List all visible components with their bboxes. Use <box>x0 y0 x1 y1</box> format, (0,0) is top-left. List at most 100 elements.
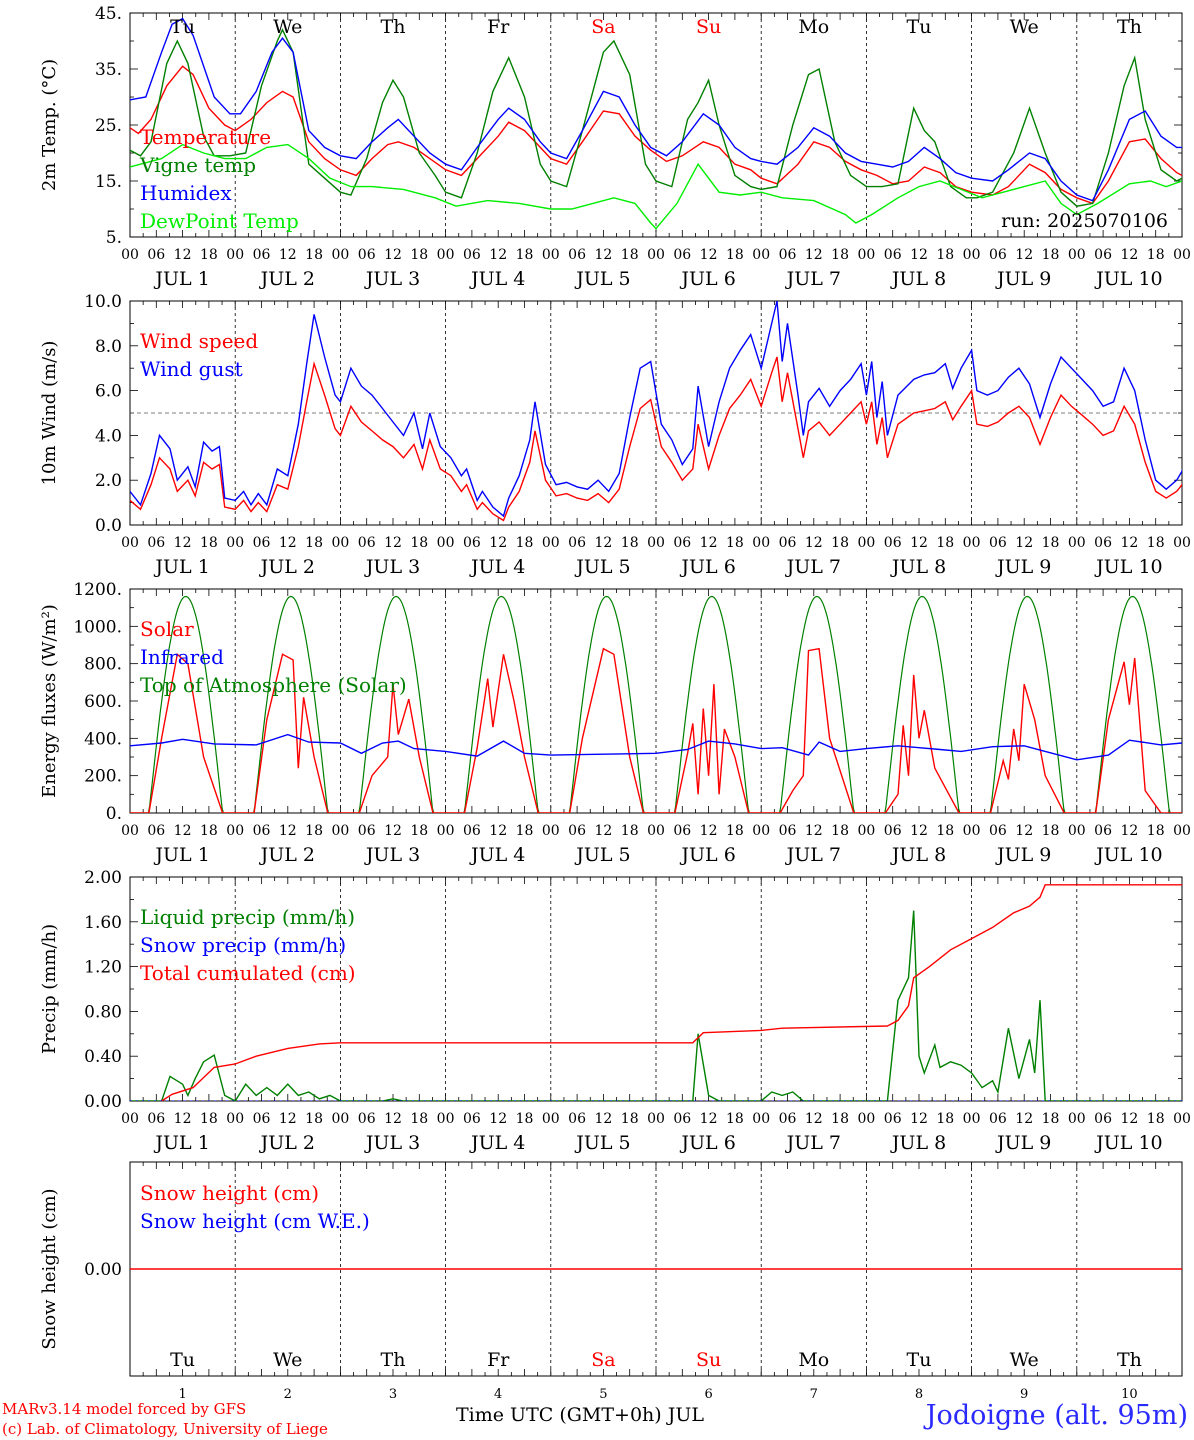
x-date-label: JUL 8 <box>890 1132 946 1154</box>
x-hour-label: 12 <box>384 535 402 551</box>
x-hour-label: 12 <box>1120 1111 1138 1127</box>
x-hour-label: 12 <box>910 535 928 551</box>
x-hour-label: 06 <box>358 247 376 263</box>
panel-4: 0.00 0.40 0.80 1.20 1.60 2.00 Precip (mm/h) Liq… <box>39 868 1191 1154</box>
x-hour-label: 00 <box>437 1111 455 1127</box>
day-name-top: We <box>273 16 302 38</box>
y-tick-label: 1.20 <box>84 958 122 978</box>
x-hour-label: 00 <box>331 535 349 551</box>
day-name-top: Sa <box>591 16 615 38</box>
x-date-label: JUL 1 <box>153 844 209 866</box>
x-hour-label: 06 <box>253 535 271 551</box>
x-hour-label: 00 <box>963 1111 981 1127</box>
x-hour-label: 06 <box>253 823 271 839</box>
x-hour-label: 12 <box>700 823 718 839</box>
day-name-top: Th <box>381 16 406 38</box>
x-date-label: JUL 5 <box>574 844 630 866</box>
x-hour-label: 18 <box>1042 535 1060 551</box>
x-hour-label: 12 <box>910 823 928 839</box>
x-hour-label: 18 <box>831 823 849 839</box>
x-hour-label: 18 <box>1147 1111 1165 1127</box>
legend-item: DewPoint Temp <box>140 209 299 233</box>
x-hour-label: 18 <box>726 823 744 839</box>
x-hour-label: 12 <box>174 535 192 551</box>
panel-2: 0.0 2.0 4.0 6.0 8.0 10.0 10m Wind (m/s) Wind sp… <box>39 292 1191 578</box>
x-hour-label: 00 <box>963 823 981 839</box>
x-hour-label: 18 <box>831 1111 849 1127</box>
x-hour-label: 00 <box>1068 823 1086 839</box>
x-hour-label: 06 <box>884 823 902 839</box>
x-date-label: JUL 2 <box>259 844 315 866</box>
x-date-label: JUL 8 <box>890 844 946 866</box>
x-hour-label: 00 <box>437 247 455 263</box>
x-hour-label: 12 <box>174 1111 192 1127</box>
legend-item: Snow height (cm W.E.) <box>140 1209 370 1233</box>
x-date-label: JUL 6 <box>679 1132 735 1154</box>
x-date-label: JUL 5 <box>574 268 630 290</box>
x-hour-label: 00 <box>226 1111 244 1127</box>
y-axis-title: Energy fluxes (W/m²) <box>39 604 60 798</box>
series-humidex <box>130 17 1182 202</box>
y-tick-label: 200. <box>84 767 122 787</box>
y-tick-label: 35. <box>95 60 122 80</box>
x-date-label: JUL 3 <box>364 268 420 290</box>
x-hour-label: 18 <box>516 247 534 263</box>
x-hour-label: 12 <box>279 535 297 551</box>
series-infrared <box>130 733 1182 761</box>
x-hour-label: 12 <box>279 1111 297 1127</box>
y-axis-title: 2m Temp. (°C) <box>39 59 60 191</box>
x-hour-label: 06 <box>779 535 797 551</box>
x-hour-label: 00 <box>752 1111 770 1127</box>
y-tick-label: 1000. <box>73 617 122 637</box>
x-hour-label: 18 <box>1147 823 1165 839</box>
x-date-label: JUL 5 <box>574 556 630 578</box>
x-hour-label: 12 <box>1015 823 1033 839</box>
x-hour-label: 00 <box>121 1111 139 1127</box>
y-tick-label: 0.40 <box>84 1047 122 1067</box>
x-date-label: JUL 6 <box>679 556 735 578</box>
plot-area <box>130 595 1182 813</box>
x-hour-label: 12 <box>700 535 718 551</box>
x-hour-label: 18 <box>200 1111 218 1127</box>
y-tick-label: 5. <box>106 228 122 248</box>
x-hour-label: 06 <box>884 1111 902 1127</box>
x-hour-label: 12 <box>1120 535 1138 551</box>
x-date-label: JUL 6 <box>679 844 735 866</box>
x-hour-label: 00 <box>1173 823 1191 839</box>
x-hour-label: 06 <box>1094 535 1112 551</box>
x-date-label: JUL 9 <box>995 268 1051 290</box>
x-hour-label: 06 <box>463 247 481 263</box>
x-hour-label: 12 <box>489 1111 507 1127</box>
x-date-label: JUL 10 <box>1094 1132 1162 1154</box>
panel-5: 0.00 Snow height (cm) Snow height (cm) Snow… <box>39 1161 1183 1377</box>
x-hour-label: 12 <box>489 823 507 839</box>
x-date-label: JUL 10 <box>1094 844 1162 866</box>
x-date-label: JUL 2 <box>259 1132 315 1154</box>
x-hour-label: 06 <box>989 823 1007 839</box>
legend-item: Wind gust <box>140 357 243 381</box>
day-name-bottom: Tu <box>907 1349 932 1371</box>
x-hour-label: 18 <box>1042 823 1060 839</box>
y-tick-label: 8.0 <box>95 337 122 357</box>
day-name-bottom: Su <box>696 1349 721 1371</box>
legend-item: Snow height (cm) <box>140 1181 319 1205</box>
x-hour-label: 00 <box>226 247 244 263</box>
day-number: 1 <box>178 1387 186 1402</box>
x-hour-label: 00 <box>121 535 139 551</box>
y-tick-label: 2.00 <box>84 868 122 888</box>
x-hour-label: 12 <box>279 247 297 263</box>
y-tick-label: 400. <box>84 729 122 749</box>
legend-item: Vigne temp <box>139 153 256 177</box>
y-tick-label: 1.60 <box>84 913 122 933</box>
x-hour-label: 12 <box>594 823 612 839</box>
series-wind-gust <box>130 301 1182 518</box>
legend-item: Total cumulated (cm) <box>140 961 356 985</box>
x-hour-label: 12 <box>594 535 612 551</box>
x-hour-label: 06 <box>358 1111 376 1127</box>
x-hour-label: 18 <box>1042 247 1060 263</box>
x-hour-label: 00 <box>542 535 560 551</box>
x-hour-label: 18 <box>1147 535 1165 551</box>
x-hour-label: 00 <box>542 823 560 839</box>
day-name-top: Tu <box>907 16 932 38</box>
x-hour-label: 00 <box>331 823 349 839</box>
